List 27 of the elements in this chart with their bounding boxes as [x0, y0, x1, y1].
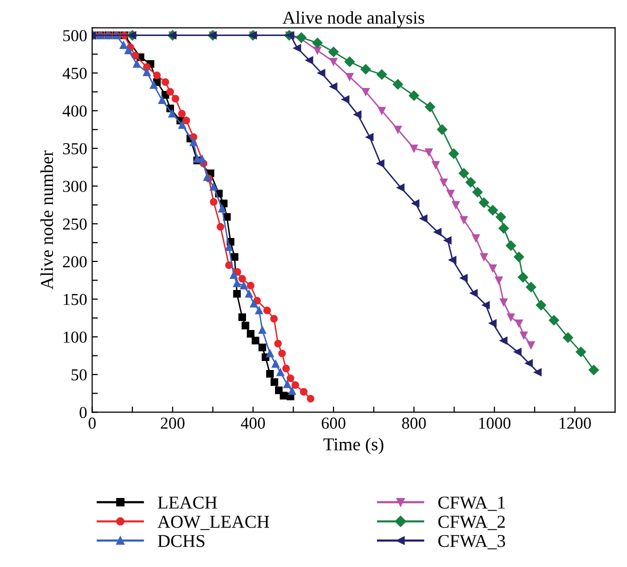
x-tick-label: 600	[322, 418, 346, 429]
x-axis-title: Time (s)	[323, 438, 384, 454]
chart-title: Alive node analysis	[282, 11, 424, 28]
legend-label: AOW_LEACH	[158, 516, 270, 530]
x-tick-label: 1200	[560, 418, 591, 429]
y-tick-label: 200	[63, 256, 87, 268]
y-tick-label: 300	[63, 180, 87, 192]
y-tick-label: 100	[64, 332, 87, 343]
y-tick-label: 150	[64, 294, 87, 306]
x-tick-label: 0	[88, 418, 96, 429]
legend-label: DCHS	[158, 534, 204, 548]
y-tick-label: 250	[63, 218, 87, 230]
x-tick-label: 800	[402, 418, 426, 429]
y-tick-label: 400	[62, 105, 87, 117]
x-tick-label: 1000	[479, 418, 510, 429]
y-tick-label: 50	[72, 369, 87, 380]
y-tick-label: 0	[80, 406, 87, 418]
legend-label: CFWA_3	[438, 534, 506, 550]
legend-label: LEACH	[158, 496, 217, 509]
y-axis-title: Alive node number	[40, 150, 54, 290]
y-tick-label: 500	[63, 30, 87, 42]
y-tick-label: 350	[63, 143, 87, 154]
x-tick-label: 400	[240, 418, 265, 429]
legend-label: CFWA_1	[438, 496, 505, 511]
x-tick-label: 200	[160, 418, 184, 429]
y-tick-label: 450	[62, 68, 87, 79]
legend-label: CFWA_2	[438, 516, 505, 530]
